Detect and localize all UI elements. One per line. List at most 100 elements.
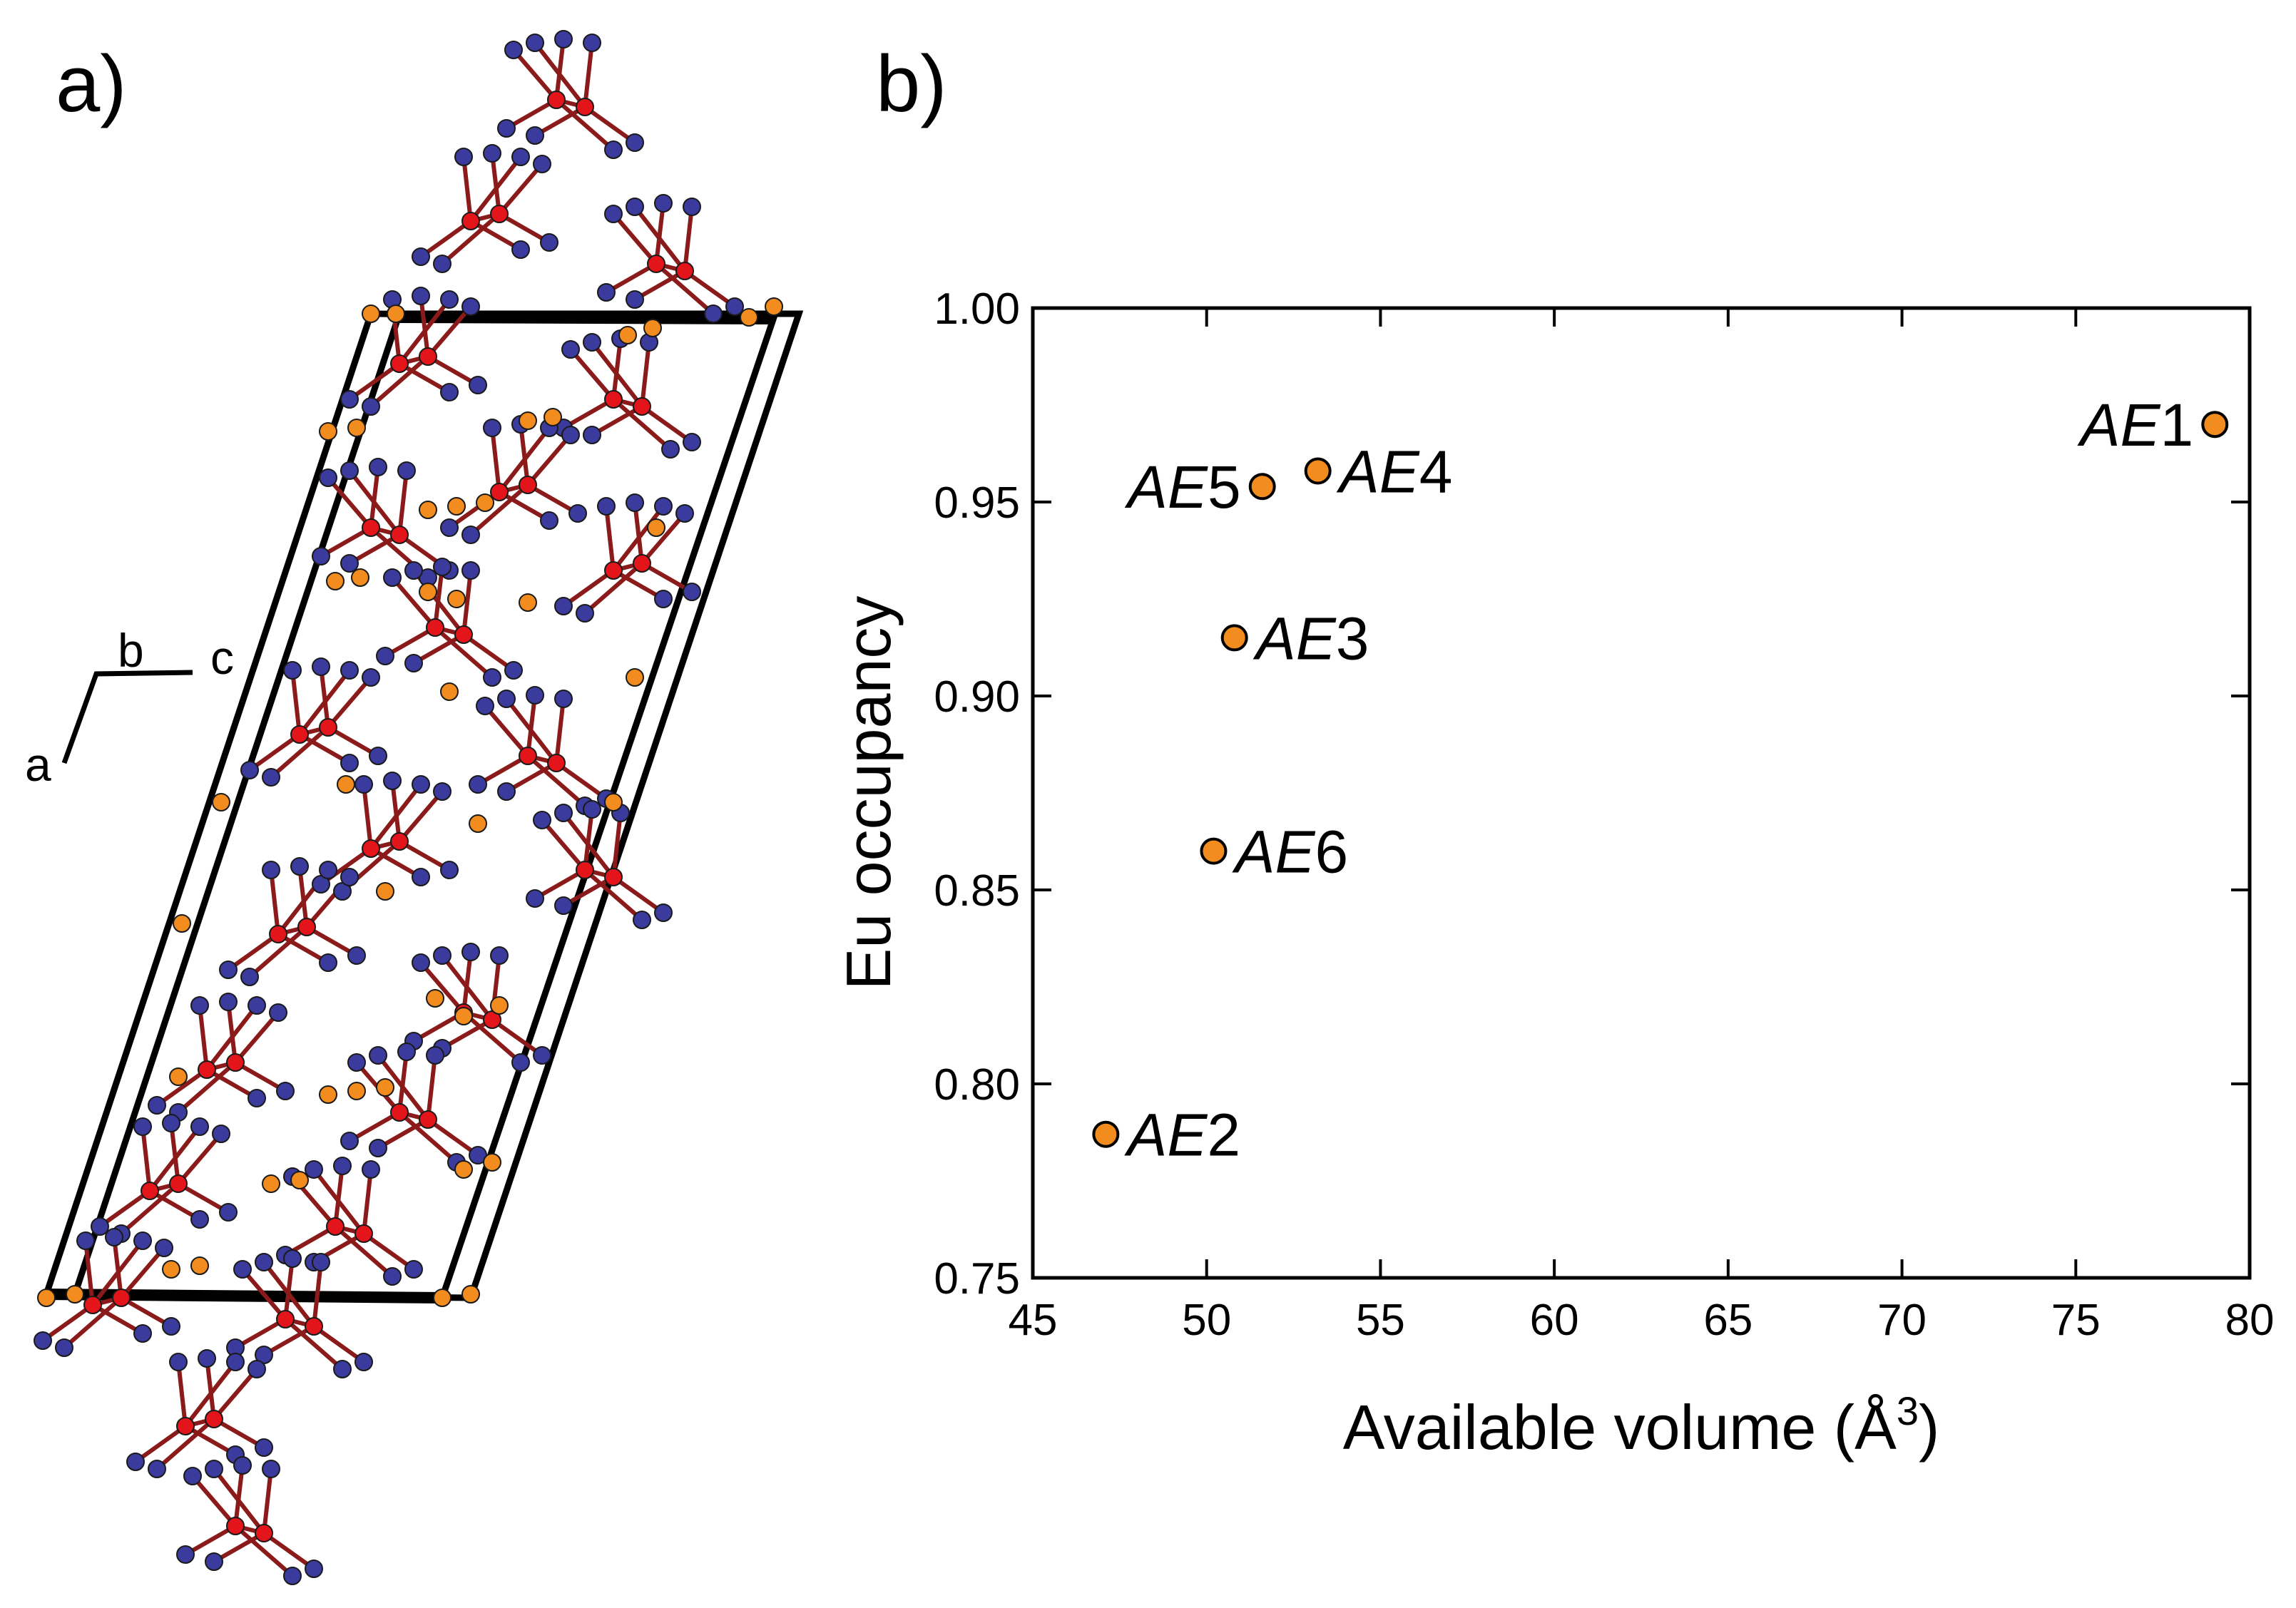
eu-site xyxy=(37,1289,56,1307)
bond xyxy=(91,1303,144,1336)
eu-site xyxy=(419,583,437,601)
blue-atom xyxy=(412,953,430,972)
bond xyxy=(555,761,608,801)
blue-atom xyxy=(533,1046,551,1065)
blue-atom xyxy=(219,961,238,979)
bond xyxy=(604,506,616,571)
bond xyxy=(461,156,473,222)
bond xyxy=(427,1117,479,1157)
bond xyxy=(148,1189,201,1222)
bond xyxy=(320,526,372,558)
blue-atom xyxy=(533,811,551,829)
blue-atom xyxy=(404,654,423,672)
data-point-ae5 xyxy=(1248,473,1276,501)
blue-atom xyxy=(262,861,280,879)
blue-atom xyxy=(362,397,380,416)
blue-atom xyxy=(283,1249,302,1268)
red-atom xyxy=(426,618,444,637)
bond xyxy=(441,1018,494,1050)
blue-atom xyxy=(340,868,359,886)
blue-atom xyxy=(633,911,651,929)
axis-b-label: b xyxy=(118,624,144,677)
bond xyxy=(419,295,430,357)
blue-atom xyxy=(404,561,423,580)
data-label-ae2: AE2 xyxy=(1123,1102,1240,1169)
bond xyxy=(490,427,501,493)
red-atom xyxy=(547,91,566,109)
bond xyxy=(554,698,566,764)
bond xyxy=(397,790,444,843)
bond xyxy=(476,754,529,787)
bond xyxy=(227,932,280,972)
blue-atom xyxy=(219,1203,238,1222)
blue-atom xyxy=(526,889,544,908)
bond xyxy=(497,163,544,215)
blue-atom xyxy=(290,857,309,876)
bond xyxy=(426,305,473,358)
blue-atom xyxy=(433,782,451,801)
blue-atom xyxy=(162,1317,180,1336)
eu-site xyxy=(376,882,394,901)
y-tick-label: 0.95 xyxy=(934,478,1020,528)
blue-atom xyxy=(148,1460,166,1478)
eu-site xyxy=(66,1285,84,1304)
red-atom xyxy=(390,1103,409,1122)
y-axis: 0.75 0.80 0.85 0.90 0.95 1.00 xyxy=(934,285,2250,1304)
red-atom xyxy=(390,526,409,544)
bond xyxy=(462,633,515,672)
blue-atom xyxy=(169,1353,188,1371)
eu-site xyxy=(426,989,444,1008)
bond xyxy=(441,212,501,266)
red-atom xyxy=(226,1053,245,1072)
blue-atom xyxy=(511,240,530,259)
blue-atom xyxy=(383,1267,402,1286)
bond xyxy=(213,1531,265,1564)
red-atom xyxy=(633,554,651,573)
blue-atom xyxy=(283,1567,302,1585)
bond xyxy=(248,925,308,979)
blue-atom xyxy=(561,426,580,444)
blue-atom xyxy=(126,1453,145,1471)
eu-site xyxy=(290,1171,309,1189)
x-tick-label: 75 xyxy=(2051,1296,2101,1345)
blue-atom xyxy=(568,504,587,523)
bond xyxy=(534,868,586,901)
eu-site xyxy=(351,568,369,587)
bond xyxy=(234,1317,287,1350)
bond xyxy=(169,1122,180,1184)
blue-atom xyxy=(597,283,616,302)
bond xyxy=(119,1246,166,1299)
eu-site xyxy=(326,572,345,590)
bond xyxy=(583,105,636,145)
bond xyxy=(348,1110,401,1143)
blue-atom xyxy=(604,140,623,159)
bond xyxy=(312,1261,323,1327)
bond xyxy=(683,269,736,309)
blue-atom xyxy=(461,943,480,961)
bond xyxy=(190,1475,238,1527)
blue-atom xyxy=(540,511,558,530)
bond xyxy=(177,1182,230,1214)
blue-atom xyxy=(233,1260,252,1279)
eu-site xyxy=(544,408,562,426)
eu-site xyxy=(319,422,337,441)
red-atom xyxy=(362,839,380,858)
blue-atom xyxy=(576,604,594,623)
bond xyxy=(377,1117,429,1150)
blue-atom xyxy=(511,148,530,166)
data-label-ae1: AE1 xyxy=(2076,391,2193,459)
blue-atom xyxy=(654,194,673,212)
eu-site xyxy=(490,996,509,1015)
blue-atom xyxy=(248,1360,266,1378)
blue-atom xyxy=(183,1467,202,1485)
blue-atom xyxy=(283,661,302,680)
red-atom xyxy=(362,518,380,537)
bond xyxy=(234,1060,287,1093)
plot-frame xyxy=(1031,306,2252,1280)
bond xyxy=(540,819,587,871)
eu-site xyxy=(347,419,366,437)
blue-atom xyxy=(583,426,601,444)
blue-atom xyxy=(255,1438,273,1457)
blue-atom xyxy=(262,1460,280,1478)
bond xyxy=(611,212,658,265)
